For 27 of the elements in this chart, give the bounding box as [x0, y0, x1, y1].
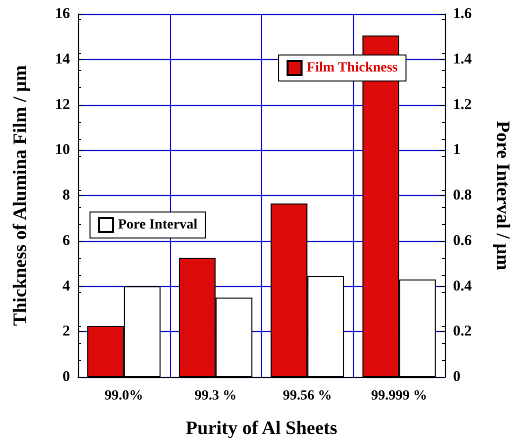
y-tick-label: 14 — [55, 51, 70, 68]
y-tick-label: 2 — [62, 324, 70, 340]
y2-tick-label: 0 — [453, 369, 460, 385]
y2-tick-label: 1 — [453, 142, 460, 158]
y-tick-label: 8 — [62, 188, 70, 204]
y2-tick-label: 0.4 — [453, 278, 472, 294]
y-tick-label: 0 — [62, 369, 70, 385]
y2-tick-label: 0.2 — [453, 324, 472, 340]
x-tick-label: 99.0% — [104, 388, 144, 404]
legend-label: Film Thickness — [306, 60, 398, 76]
y2-tick-label: 0.8 — [453, 188, 472, 204]
y2-tick-label: 0.6 — [453, 232, 472, 249]
y-tick-label: 6 — [62, 232, 70, 249]
y2-tick-label: 1.4 — [453, 51, 472, 68]
y2-tick-label: 1.2 — [453, 96, 472, 113]
y-tick-label: 10 — [55, 142, 70, 158]
y2-axis-title: Pore Interval / µm — [492, 120, 513, 270]
y-axis-title: Thickness of Alumina Film / µm — [10, 65, 31, 326]
legend-label: Pore Interval — [118, 218, 198, 232]
x-tick-label: 99.3 % — [194, 388, 237, 404]
y-tick-label: 4 — [62, 278, 70, 294]
x-tick-label: 99.56 % — [282, 388, 332, 404]
x-tick-label: 99.999 % — [371, 388, 428, 404]
y2-tick-label: 1.6 — [453, 6, 472, 22]
x-axis-title: Purity of Al Sheets — [186, 418, 338, 439]
y-tick-label: 12 — [55, 96, 70, 113]
y-tick-label: 16 — [55, 6, 70, 22]
